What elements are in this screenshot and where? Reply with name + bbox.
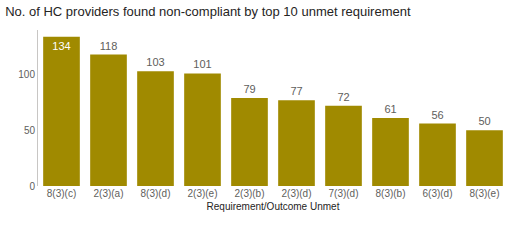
svg-text:8(3)(c): 8(3)(c): [47, 188, 76, 199]
svg-text:No. of HC providers found non-: No. of HC providers found non-compliant …: [5, 4, 411, 19]
svg-text:8(3)(e): 8(3)(e): [469, 188, 499, 199]
svg-text:Requirement/Outcome Unmet: Requirement/Outcome Unmet: [207, 201, 340, 212]
svg-text:8(3)(d): 8(3)(d): [140, 188, 170, 199]
svg-text:8(3)(b): 8(3)(b): [375, 188, 405, 199]
svg-text:7(3)(d): 7(3)(d): [328, 188, 358, 199]
svg-text:134: 134: [52, 40, 70, 52]
svg-text:6(3)(d): 6(3)(d): [422, 188, 452, 199]
svg-text:2(3)(e): 2(3)(e): [187, 188, 217, 199]
svg-text:72: 72: [337, 91, 349, 103]
svg-text:2(3)(a): 2(3)(a): [93, 188, 123, 199]
svg-text:56: 56: [431, 109, 443, 121]
svg-text:118: 118: [100, 40, 118, 52]
svg-text:101: 101: [193, 58, 211, 70]
svg-text:100: 100: [18, 69, 35, 80]
svg-text:77: 77: [290, 85, 302, 97]
svg-text:2(3)(b): 2(3)(b): [234, 188, 264, 199]
svg-text:79: 79: [243, 83, 255, 95]
svg-text:0: 0: [29, 181, 35, 192]
svg-text:2(3)(d): 2(3)(d): [281, 188, 311, 199]
svg-text:61: 61: [384, 103, 396, 115]
svg-text:103: 103: [146, 56, 164, 68]
svg-text:50: 50: [478, 115, 490, 127]
svg-text:50: 50: [24, 125, 36, 136]
